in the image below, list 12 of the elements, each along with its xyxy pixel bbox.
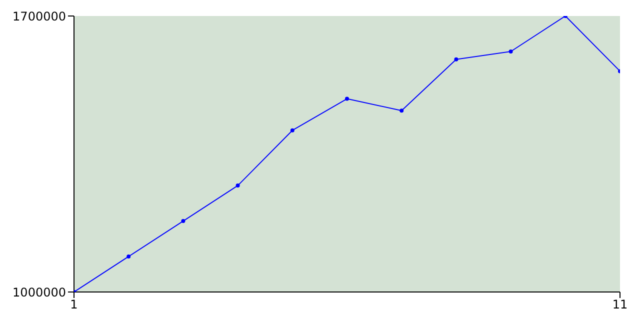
point: [290, 128, 294, 132]
point: [400, 108, 404, 113]
x-tick-label: 1: [70, 298, 78, 312]
point: [126, 254, 131, 259]
point: [181, 219, 186, 224]
point: [454, 57, 458, 62]
y-tick-label: 1700000: [12, 9, 66, 24]
point: [508, 49, 513, 54]
y-tick-label: 1000000: [12, 285, 66, 300]
point: [236, 184, 240, 188]
x-tick-label: 11: [612, 298, 628, 312]
point: [345, 96, 349, 101]
